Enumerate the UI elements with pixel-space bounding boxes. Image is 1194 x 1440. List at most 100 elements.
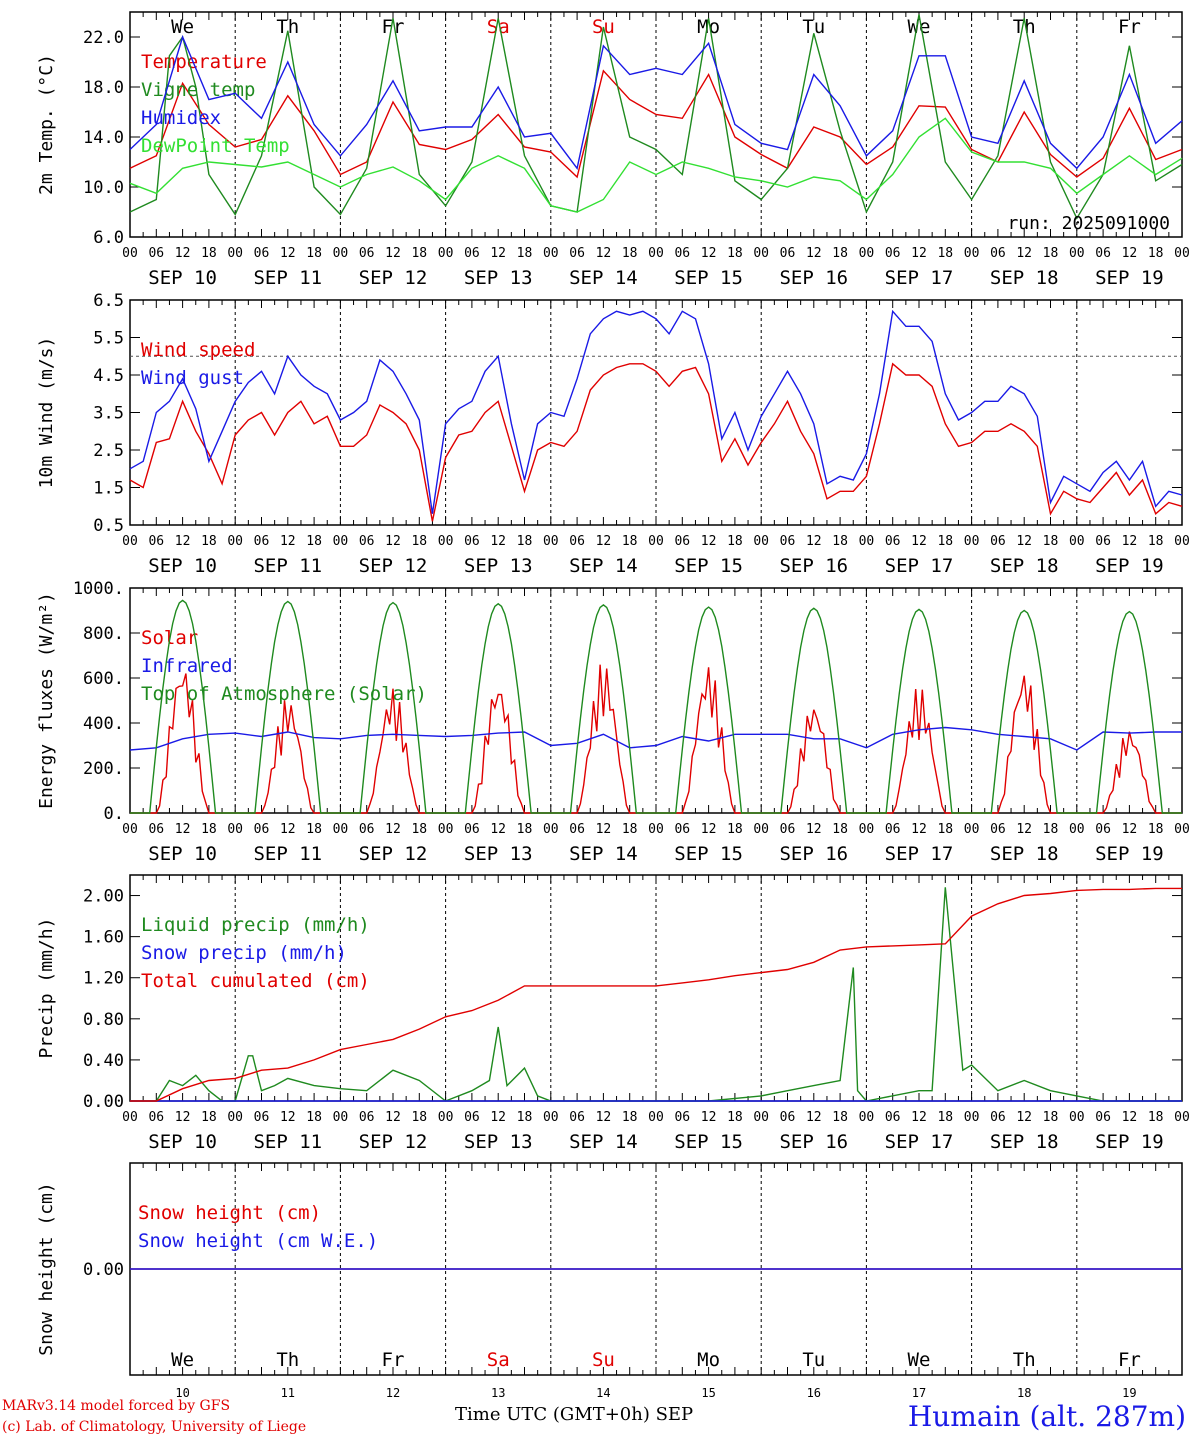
snow-ytick-label: 0.00 bbox=[83, 1260, 124, 1280]
precip-hour-label: 06 bbox=[990, 1110, 1006, 1125]
wind-hour-label: 18 bbox=[937, 534, 953, 549]
snow-day-number: 14 bbox=[596, 1386, 610, 1400]
snow-weekday-label: Mo bbox=[697, 1349, 720, 1371]
energy-series-top-of-atmosphere-solar- bbox=[130, 599, 1182, 814]
temperature-hour-label: 00 bbox=[333, 246, 349, 261]
precip-hour-label: 18 bbox=[306, 1110, 322, 1125]
precip-hour-label: 00 bbox=[333, 1110, 349, 1125]
wind-hour-label: 18 bbox=[622, 534, 638, 549]
wind-hour-label: 00 bbox=[859, 534, 875, 549]
temperature-date-label: SEP 17 bbox=[885, 267, 954, 289]
precip-series-total-cumulated-cm- bbox=[130, 887, 1182, 1102]
energy-hour-label: 06 bbox=[990, 822, 1006, 837]
snow-day-number: 10 bbox=[175, 1386, 189, 1400]
precip-hour-label: 00 bbox=[964, 1110, 980, 1125]
wind-date-label: SEP 17 bbox=[885, 555, 954, 577]
wind-hour-label: 00 bbox=[1174, 534, 1190, 549]
energy-hour-label: 18 bbox=[1148, 822, 1164, 837]
temperature-hour-label: 06 bbox=[464, 246, 480, 261]
precip-hour-label: 18 bbox=[622, 1110, 638, 1125]
energy-hour-label: 00 bbox=[227, 822, 243, 837]
temperature-hour-label: 06 bbox=[780, 246, 796, 261]
wind-hour-label: 00 bbox=[753, 534, 769, 549]
snow-ylabel: Snow height (cm) bbox=[36, 1182, 57, 1355]
temperature-legend-entry: Humidex bbox=[141, 107, 221, 129]
wind-hour-label: 12 bbox=[806, 534, 822, 549]
precip-ytick-label: 0.80 bbox=[83, 1010, 124, 1030]
snow-day-number: 12 bbox=[386, 1386, 400, 1400]
energy-hour-label: 12 bbox=[175, 822, 191, 837]
wind-hour-label: 12 bbox=[280, 534, 296, 549]
precip-hour-label: 18 bbox=[517, 1110, 533, 1125]
wind-date-label: SEP 19 bbox=[1095, 555, 1164, 577]
precip-date-label: SEP 17 bbox=[885, 1131, 954, 1153]
wind-hour-label: 18 bbox=[727, 534, 743, 549]
wind-ytick-label: 1.5 bbox=[93, 479, 124, 499]
temperature-hour-label: 12 bbox=[280, 246, 296, 261]
wind-series-wind-gust bbox=[129, 309, 1183, 514]
temperature-ytick-label: 22.0 bbox=[83, 28, 124, 48]
temperature-legend-entry: Vigne temp bbox=[141, 79, 255, 101]
precip-ylabel: Precip (mm/h) bbox=[36, 918, 57, 1059]
precip-hour-label: 18 bbox=[1148, 1110, 1164, 1125]
snow-weekday-label: Th bbox=[1013, 1349, 1036, 1371]
temperature-hour-label: 06 bbox=[1095, 246, 1111, 261]
snow-weekday-label: Sa bbox=[487, 1349, 510, 1371]
energy-hour-label: 06 bbox=[569, 822, 585, 837]
temperature-hour-label: 00 bbox=[753, 246, 769, 261]
temperature-date-label: SEP 15 bbox=[674, 267, 743, 289]
energy-hour-label: 18 bbox=[622, 822, 638, 837]
energy-ytick-label: 400. bbox=[83, 714, 124, 734]
precip-hour-label: 12 bbox=[280, 1110, 296, 1125]
precip-hour-label: 06 bbox=[674, 1110, 690, 1125]
precip-hour-label: 18 bbox=[1043, 1110, 1059, 1125]
wind-date-label: SEP 15 bbox=[674, 555, 743, 577]
wind-hour-label: 18 bbox=[306, 534, 322, 549]
energy-hour-label: 18 bbox=[937, 822, 953, 837]
wind-ylabel: 10m Wind (m/s) bbox=[36, 337, 57, 489]
energy-hour-label: 06 bbox=[464, 822, 480, 837]
precip-hour-label: 00 bbox=[438, 1110, 454, 1125]
snow-day-number: 16 bbox=[807, 1386, 821, 1400]
precip-series-liquid-precip-mm-h- bbox=[130, 887, 1182, 1102]
precip-hour-label: 12 bbox=[596, 1110, 612, 1125]
temperature-hour-label: 06 bbox=[254, 246, 270, 261]
snow-legend-entry: Snow height (cm) bbox=[138, 1202, 321, 1224]
precip-date-label: SEP 13 bbox=[464, 1131, 533, 1153]
snow-weekday-label: Fr bbox=[1118, 1349, 1141, 1371]
wind-ytick-label: 6.5 bbox=[93, 291, 124, 311]
temperature-hour-label: 00 bbox=[1174, 246, 1190, 261]
snow-weekday-label: We bbox=[171, 1349, 194, 1371]
energy-hour-label: 18 bbox=[201, 822, 217, 837]
precip-ytick-label: 1.20 bbox=[83, 969, 124, 989]
wind-hour-label: 12 bbox=[1016, 534, 1032, 549]
temperature-hour-label: 12 bbox=[490, 246, 506, 261]
temperature-date-label: SEP 18 bbox=[990, 267, 1059, 289]
precip-hour-label: 00 bbox=[1069, 1110, 1085, 1125]
temperature-date-label: SEP 19 bbox=[1095, 267, 1164, 289]
energy-hour-label: 06 bbox=[254, 822, 270, 837]
precip-hour-label: 12 bbox=[701, 1110, 717, 1125]
temperature-date-label: SEP 10 bbox=[148, 267, 217, 289]
temperature-weekday-label: We bbox=[908, 16, 931, 38]
precip-legend-entry: Total cumulated (cm) bbox=[141, 970, 370, 992]
wind-legend-entry: Wind speed bbox=[141, 339, 255, 361]
wind-date-label: SEP 13 bbox=[464, 555, 533, 577]
energy-hour-label: 18 bbox=[517, 822, 533, 837]
energy-hour-label: 12 bbox=[806, 822, 822, 837]
temperature-hour-label: 00 bbox=[648, 246, 664, 261]
temperature-legend-entry: Temperature bbox=[141, 51, 267, 73]
temperature-hour-label: 06 bbox=[359, 246, 375, 261]
precip-hour-label: 12 bbox=[806, 1110, 822, 1125]
temperature-hour-label: 18 bbox=[832, 246, 848, 261]
temperature-hour-label: 18 bbox=[411, 246, 427, 261]
wind-hour-label: 00 bbox=[648, 534, 664, 549]
temperature-ytick-label: 18.0 bbox=[83, 78, 124, 98]
wind-hour-label: 06 bbox=[464, 534, 480, 549]
model-credit: MARv3.14 model forced by GFS bbox=[2, 1398, 231, 1414]
temperature-hour-label: 06 bbox=[148, 246, 164, 261]
energy-series-infrared bbox=[129, 726, 1182, 751]
temperature-hour-label: 12 bbox=[1122, 246, 1138, 261]
energy-hour-label: 06 bbox=[885, 822, 901, 837]
wind-ytick-label: 0.5 bbox=[93, 516, 124, 536]
